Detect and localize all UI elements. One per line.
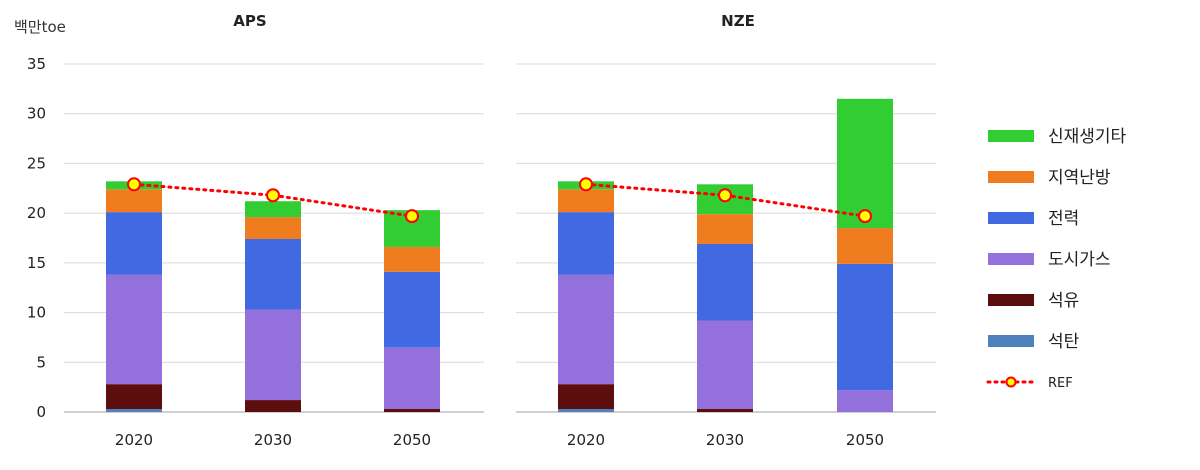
ref-marker xyxy=(579,177,593,192)
bar-segment-전력 xyxy=(245,238,301,310)
legend-swatch xyxy=(988,130,1034,142)
y-tick-label: 30 xyxy=(27,105,46,123)
bar-segment-전력 xyxy=(106,212,162,275)
bar-segment-석유 xyxy=(558,384,614,410)
legend-label: REF xyxy=(1048,376,1073,391)
bar-segment-도시가스 xyxy=(837,390,893,412)
legend-item: 지역난방 xyxy=(988,168,1111,188)
ref-marker xyxy=(405,209,419,224)
ref-marker xyxy=(127,177,141,192)
panel-aps: APS 2020 2030 2050 xyxy=(64,12,484,449)
bar-segment-전력 xyxy=(837,263,893,391)
bar-segment-지역난방 xyxy=(384,246,440,272)
ref-marker xyxy=(858,209,872,224)
ref-marker xyxy=(718,188,732,203)
y-tick-label: 0 xyxy=(36,403,46,421)
y-tick-label: 15 xyxy=(27,254,46,272)
y-tick-label: 25 xyxy=(27,154,46,172)
legend-swatch xyxy=(988,294,1034,306)
x-tick-label: 2050 xyxy=(846,431,884,449)
legend-item: 도시가스 xyxy=(988,250,1111,270)
panel-title: APS xyxy=(233,12,266,30)
bar-segment-석유 xyxy=(245,400,301,412)
legend-label: 전력 xyxy=(1048,209,1079,229)
unit-label: 백만toe xyxy=(14,18,66,36)
legend-label: 지역난방 xyxy=(1048,168,1111,188)
bar-segment-석탄 xyxy=(106,409,162,412)
bar-segment-신재생기타 xyxy=(245,201,301,218)
y-tick-label: 5 xyxy=(36,353,46,371)
bar-segment-전력 xyxy=(697,243,753,321)
bar-segment-지역난방 xyxy=(558,189,614,213)
legend-label: 석탄 xyxy=(1048,332,1080,352)
bar-segment-도시가스 xyxy=(384,347,440,410)
bar-segment-석유 xyxy=(697,409,753,412)
bar-segment-신재생기타 xyxy=(837,98,893,229)
legend-label: 도시가스 xyxy=(1048,250,1111,270)
panel-nze: NZE 2020 2030 2050 xyxy=(516,12,936,449)
bar-segment-전력 xyxy=(384,271,440,348)
legend-label: 신재생기타 xyxy=(1048,127,1127,147)
bar-segment-도시가스 xyxy=(558,274,614,385)
x-tick-label: 2020 xyxy=(115,431,153,449)
ref-marker xyxy=(266,188,280,203)
legend-swatch xyxy=(988,171,1034,183)
bar-segment-석탄 xyxy=(558,409,614,412)
legend-item: 전력 xyxy=(988,209,1079,229)
bar-segment-석유 xyxy=(384,409,440,412)
bar-segment-지역난방 xyxy=(106,189,162,213)
x-tick-label: 2030 xyxy=(254,431,292,449)
bar-segment-도시가스 xyxy=(697,320,753,410)
panel-title: NZE xyxy=(721,12,755,30)
x-tick-label: 2030 xyxy=(706,431,744,449)
bar-segment-석유 xyxy=(106,384,162,410)
y-tick-label: 10 xyxy=(27,304,46,322)
legend-label: 석유 xyxy=(1048,291,1079,311)
y-tick-label: 20 xyxy=(27,204,46,222)
bar-segment-지역난방 xyxy=(245,217,301,239)
legend-ref-marker xyxy=(1005,376,1017,388)
bar-segment-전력 xyxy=(558,212,614,275)
legend-item-ref: REF xyxy=(986,376,1073,391)
chart-panels: 0 5 10 15 20 25 30 35 APS 2020 2030 2050 NZE 2020 2030… xyxy=(27,12,936,449)
legend-item: 석유 xyxy=(988,291,1079,311)
bar-segment-지역난방 xyxy=(837,228,893,264)
x-tick-label: 2050 xyxy=(393,431,431,449)
bar-segment-도시가스 xyxy=(106,274,162,385)
bar-segment-지역난방 xyxy=(697,214,753,244)
bar-segment-도시가스 xyxy=(245,309,301,401)
legend-item: 석탄 xyxy=(988,332,1080,352)
legend-swatch xyxy=(988,212,1034,224)
legend-item: 신재생기타 xyxy=(988,127,1127,147)
y-tick-label: 35 xyxy=(27,55,46,73)
x-tick-label: 2020 xyxy=(567,431,605,449)
legend-swatch xyxy=(988,253,1034,265)
legend-swatch xyxy=(988,335,1034,347)
